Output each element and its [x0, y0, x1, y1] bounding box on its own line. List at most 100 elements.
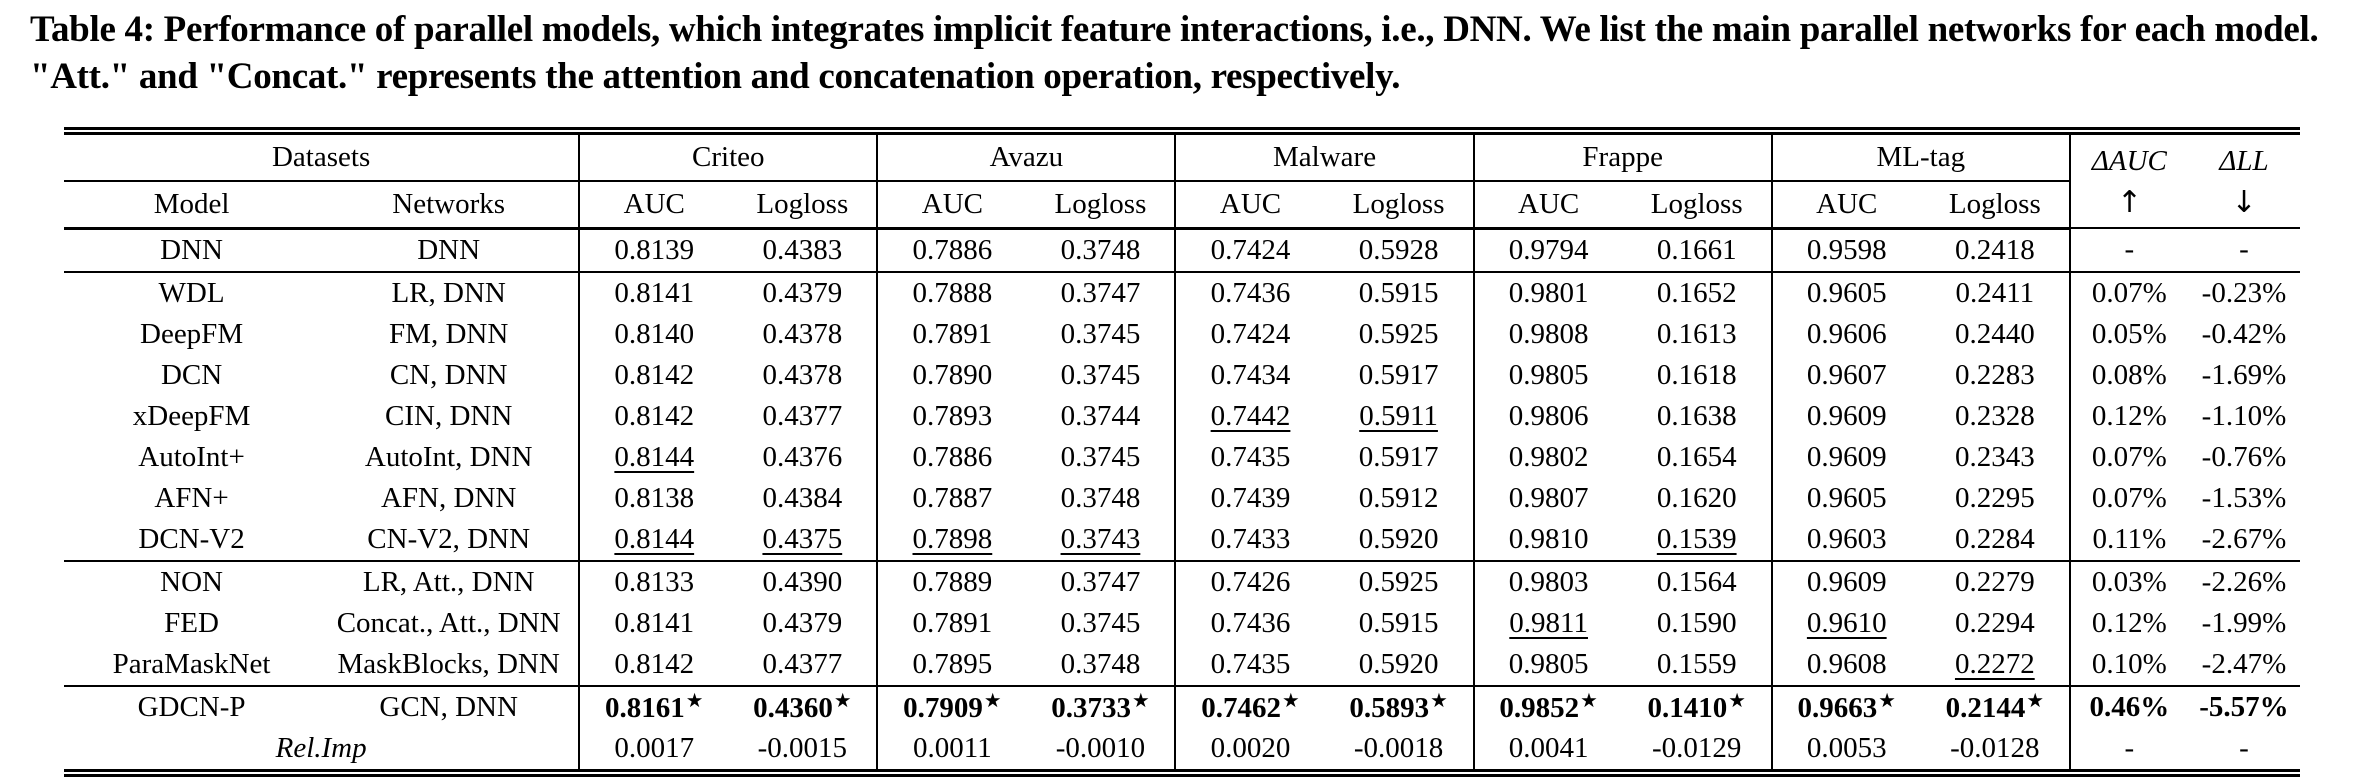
table-row: DeepFM FM, DNN 0.8140 0.4378 0.7891 0.3745 0.7… — [64, 313, 2300, 355]
value-text: -0.0018 — [1353, 731, 1444, 764]
sub-header-row: Model Networks AUC Logloss AUC Logloss A… — [64, 180, 2300, 230]
value-cell: 0.46% — [2069, 684, 2188, 728]
value-cell: 0.7436 — [1175, 603, 1324, 644]
value-text: 0.2284 — [1954, 522, 2035, 555]
value-text: 0.08% — [2091, 358, 2167, 391]
value-cell: 0.8133 — [579, 559, 729, 603]
value-text: 0.1564 — [1656, 565, 1737, 598]
header-frappe: Frappe — [1473, 130, 1773, 182]
header-auc: AUC — [1771, 180, 1921, 230]
value-cell: 0.07% — [2070, 437, 2188, 478]
value-text: 0.3745 — [1060, 606, 1141, 639]
value-cell: - — [2070, 228, 2188, 272]
value-cell: - — [2188, 728, 2300, 773]
value-text: 0.5911 — [1359, 399, 1438, 432]
model-cell: GDCN-P — [64, 684, 320, 728]
value-cell: -1.69% — [2188, 355, 2300, 396]
value-text: 0.3748 — [1060, 233, 1141, 266]
value-text: 0.5920 — [1358, 522, 1439, 555]
header-logloss: Logloss — [1920, 180, 2071, 230]
value-cell: 0.12% — [2070, 396, 2188, 437]
value-text: 0.7435 — [1210, 440, 1291, 473]
header-networks: Networks — [319, 180, 581, 230]
networks-cell: CIN, DNN — [319, 395, 581, 437]
value-text: - — [2124, 731, 2135, 764]
value-text: 0.5917 — [1358, 440, 1439, 473]
value-text: -0.0010 — [1055, 731, 1146, 764]
value-cell: 0.9610 — [1772, 603, 1921, 644]
value-text: 0.9805 — [1508, 358, 1589, 391]
value-cell: 0.1539 — [1622, 518, 1773, 561]
value-text: 0.7435 — [1210, 647, 1291, 680]
value-text: 0.1410 — [1647, 692, 1728, 725]
value-text: 0.4379 — [762, 276, 843, 309]
value-text: 0.9608 — [1806, 647, 1887, 680]
table-row: AutoInt+ AutoInt, DNN 0.8144 0.4376 0.7886 0.… — [64, 436, 2300, 478]
value-text: 0.0011 — [913, 731, 992, 764]
value-text: 0.5917 — [1358, 358, 1439, 391]
value-cell: 0.2283 — [1920, 354, 2071, 396]
value-cell: 0.1590 — [1622, 602, 1773, 644]
value-text: -2.67% — [2201, 522, 2287, 555]
value-text: 0.9610 — [1806, 606, 1887, 639]
value-text: 0.1638 — [1656, 399, 1737, 432]
value-text: 0.5915 — [1358, 606, 1439, 639]
header-delta-auc: ΔAUC ↑ — [2069, 130, 2188, 230]
value-text: 0.5928 — [1358, 233, 1439, 266]
value-cell: 0.7886 — [877, 437, 1026, 478]
value-text: 0.7436 — [1210, 276, 1291, 309]
value-cell: 0.7889 — [877, 559, 1027, 603]
value-cell: 0.2294 — [1920, 602, 2071, 644]
value-text: 0.7436 — [1210, 606, 1291, 639]
value-text: 0.05% — [2091, 317, 2167, 350]
value-cell: 0.9810 — [1474, 519, 1623, 561]
value-cell: 0.3733★ — [1026, 684, 1177, 728]
value-cell: - — [2070, 728, 2188, 773]
value-text: 0.4375 — [762, 522, 843, 555]
value-cell: 0.9805 — [1474, 355, 1623, 396]
value-text: 0.7893 — [912, 399, 993, 432]
model-cell: DeepFM — [140, 317, 244, 350]
value-cell: 0.3745 — [1026, 354, 1177, 396]
value-cell: 0.9609 — [1772, 437, 1921, 478]
value-cell: 0.3745 — [1026, 602, 1177, 644]
value-text: 0.3733 — [1051, 692, 1131, 725]
value-cell: 0.7424 — [1175, 314, 1324, 355]
value-cell: 0.2144★ — [1920, 684, 2071, 728]
value-cell: 0.8141 — [579, 270, 729, 314]
header-auc: AUC — [579, 180, 729, 230]
value-cell: -5.57% — [2187, 684, 2300, 728]
model-cell: FED — [164, 606, 219, 639]
value-text: -1.69% — [2201, 358, 2287, 391]
networks-cell: DNN — [319, 228, 581, 272]
value-text: 0.8139 — [614, 233, 695, 266]
value-text: 0.8138 — [614, 481, 695, 514]
value-cell: 0.3743 — [1026, 518, 1177, 561]
header-delta-ll: ΔLL ↓ — [2187, 130, 2300, 230]
value-cell: 0.4379 — [728, 270, 879, 314]
down-arrow-icon: ↓ — [2231, 184, 2257, 220]
value-cell: 0.2272 — [1920, 643, 2071, 686]
group-header-row: Datasets Criteo Avazu Malware Frappe ML-… — [64, 130, 2300, 230]
value-text: 0.9801 — [1508, 276, 1589, 309]
value-cell: 0.7442 — [1175, 396, 1324, 437]
value-text: - — [2124, 233, 2135, 266]
value-cell: 0.9605 — [1771, 270, 1921, 314]
value-text: 0.4383 — [762, 233, 843, 266]
header-datasets: Datasets — [64, 130, 581, 182]
value-cell: 0.7434 — [1175, 355, 1324, 396]
value-text: -0.23% — [2201, 276, 2287, 309]
value-cell: 0.5920 — [1324, 518, 1475, 561]
value-text: 0.12% — [2091, 606, 2167, 639]
value-text: 0.1618 — [1656, 358, 1737, 391]
model-cell: DCN-V2 — [138, 522, 245, 555]
value-text: 0.9663 — [1797, 692, 1878, 725]
value-cell: 0.9609 — [1771, 559, 1921, 603]
results-table: Datasets Criteo Avazu Malware Frappe ML-… — [64, 126, 2300, 777]
significance-star-icon: ★ — [685, 689, 704, 713]
value-text: 0.9603 — [1806, 522, 1887, 555]
value-text: 0.9607 — [1806, 358, 1887, 391]
value-text: 0.10% — [2091, 647, 2167, 680]
value-cell: 0.8144 — [579, 519, 728, 561]
header-avazu: Avazu — [877, 130, 1177, 182]
